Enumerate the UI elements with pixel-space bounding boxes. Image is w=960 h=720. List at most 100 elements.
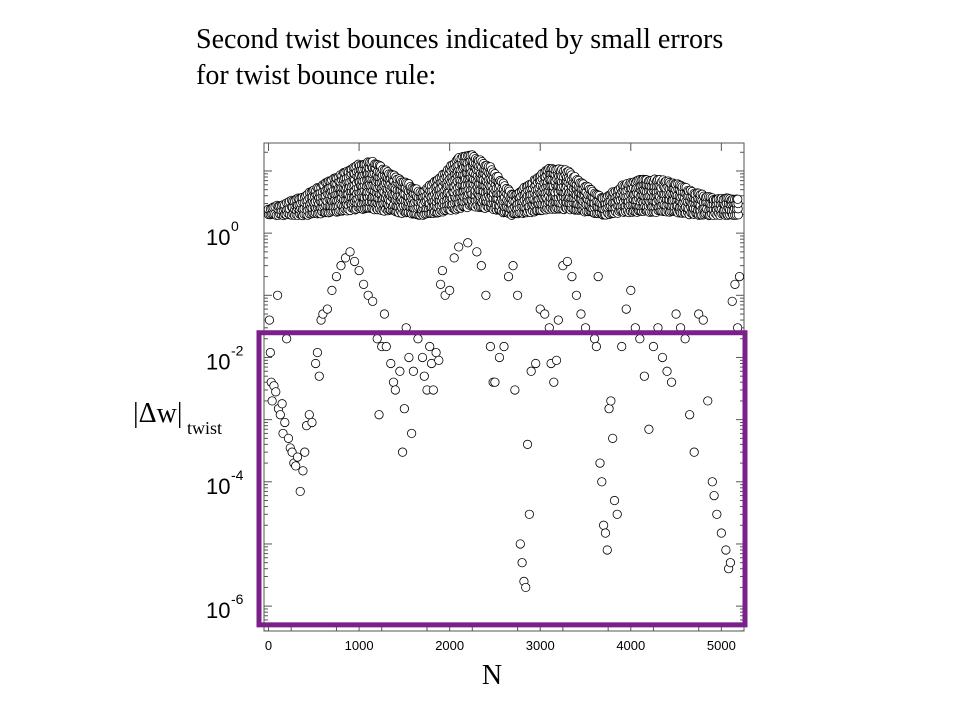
data-point xyxy=(340,253,351,263)
data-point xyxy=(265,347,275,358)
data-point xyxy=(372,334,382,344)
data-point xyxy=(524,509,534,519)
data-point xyxy=(612,509,622,519)
data-point xyxy=(264,315,275,325)
data-point xyxy=(425,341,435,352)
data-point xyxy=(562,256,572,267)
x-tick-label: 2000 xyxy=(435,638,464,653)
data-point xyxy=(589,334,600,344)
data-point xyxy=(349,256,360,267)
y-tick-label-exponent: -4 xyxy=(231,467,244,483)
data-point xyxy=(503,271,514,282)
data-point xyxy=(707,477,717,487)
data-point xyxy=(298,466,308,476)
data-point xyxy=(419,371,429,381)
data-point xyxy=(508,261,518,271)
data-point xyxy=(595,458,605,468)
y-tick-label-exponent: 0 xyxy=(231,218,239,234)
x-axis-label: N xyxy=(482,660,502,691)
data-point xyxy=(517,558,527,568)
data-point xyxy=(608,433,618,443)
data-point xyxy=(521,582,531,593)
y-tick-label: 10 xyxy=(206,474,230,499)
data-point xyxy=(639,371,649,381)
data-point xyxy=(280,417,290,428)
data-point xyxy=(549,377,559,387)
data-point xyxy=(591,341,601,352)
data-point xyxy=(283,433,294,443)
data-point xyxy=(730,279,740,289)
data-point xyxy=(322,304,332,314)
highlight-box xyxy=(256,330,748,628)
data-point xyxy=(363,290,373,300)
data-point xyxy=(515,539,525,549)
data-point xyxy=(413,334,423,344)
data-point xyxy=(657,352,668,363)
data-point xyxy=(327,285,337,295)
data-point xyxy=(428,385,438,395)
data-point xyxy=(709,490,719,501)
data-point xyxy=(312,347,323,358)
data-point xyxy=(617,341,627,352)
data-point xyxy=(712,509,722,519)
data-point xyxy=(662,366,672,376)
data-point xyxy=(593,271,603,282)
data-point xyxy=(374,410,384,420)
data-point xyxy=(522,439,533,449)
y-tick-label-exponent: -2 xyxy=(231,342,244,358)
data-point xyxy=(694,309,704,319)
data-point xyxy=(499,341,509,352)
data-point xyxy=(490,377,500,387)
data-point xyxy=(368,296,378,306)
y-axis-label-subscript: twist xyxy=(187,418,222,438)
y-tick-label: 10 xyxy=(206,225,230,250)
data-points xyxy=(264,238,745,593)
data-point xyxy=(314,371,324,381)
data-point xyxy=(571,290,582,300)
data-point xyxy=(599,520,609,530)
data-point xyxy=(716,528,726,538)
data-point xyxy=(725,558,736,568)
data-point xyxy=(689,447,699,457)
band-point xyxy=(733,194,743,204)
data-point xyxy=(609,495,620,506)
y-tick-label: 10 xyxy=(206,349,230,374)
x-tick-labels: 0 1000 2000 3000 4000 5000 xyxy=(265,638,736,653)
x-tick-label: 1000 xyxy=(345,638,374,653)
data-point xyxy=(292,452,303,462)
data-point xyxy=(648,341,659,352)
data-point xyxy=(431,347,441,358)
data-point xyxy=(295,486,305,497)
data-point xyxy=(540,309,550,319)
data-point xyxy=(359,279,369,289)
data-point xyxy=(445,285,455,295)
data-point xyxy=(307,417,317,428)
data-point xyxy=(436,279,446,289)
data-point xyxy=(390,385,400,395)
data-point xyxy=(721,545,731,555)
data-point xyxy=(282,334,292,344)
data-point xyxy=(271,387,281,397)
slide-title-line-1: Second twist bounces indicated by small … xyxy=(196,24,724,55)
data-point xyxy=(644,424,654,434)
data-point xyxy=(434,355,444,365)
data-point xyxy=(267,396,277,406)
data-point xyxy=(331,271,342,282)
data-point xyxy=(597,477,607,487)
data-point xyxy=(277,399,287,409)
data-point xyxy=(311,358,321,369)
data-point xyxy=(666,377,677,387)
data-point xyxy=(336,261,346,271)
data-point xyxy=(395,366,405,376)
y-tick-label-exponent: -6 xyxy=(231,591,244,607)
data-point xyxy=(381,341,391,352)
y-axis-label: |Δw| twist xyxy=(133,398,222,438)
data-point xyxy=(734,271,745,282)
data-point xyxy=(485,341,496,352)
data-point xyxy=(576,309,586,319)
x-tick-label: 0 xyxy=(265,638,272,653)
data-point xyxy=(472,247,482,257)
data-point xyxy=(476,261,486,271)
data-point xyxy=(551,355,562,365)
data-point xyxy=(454,242,464,252)
